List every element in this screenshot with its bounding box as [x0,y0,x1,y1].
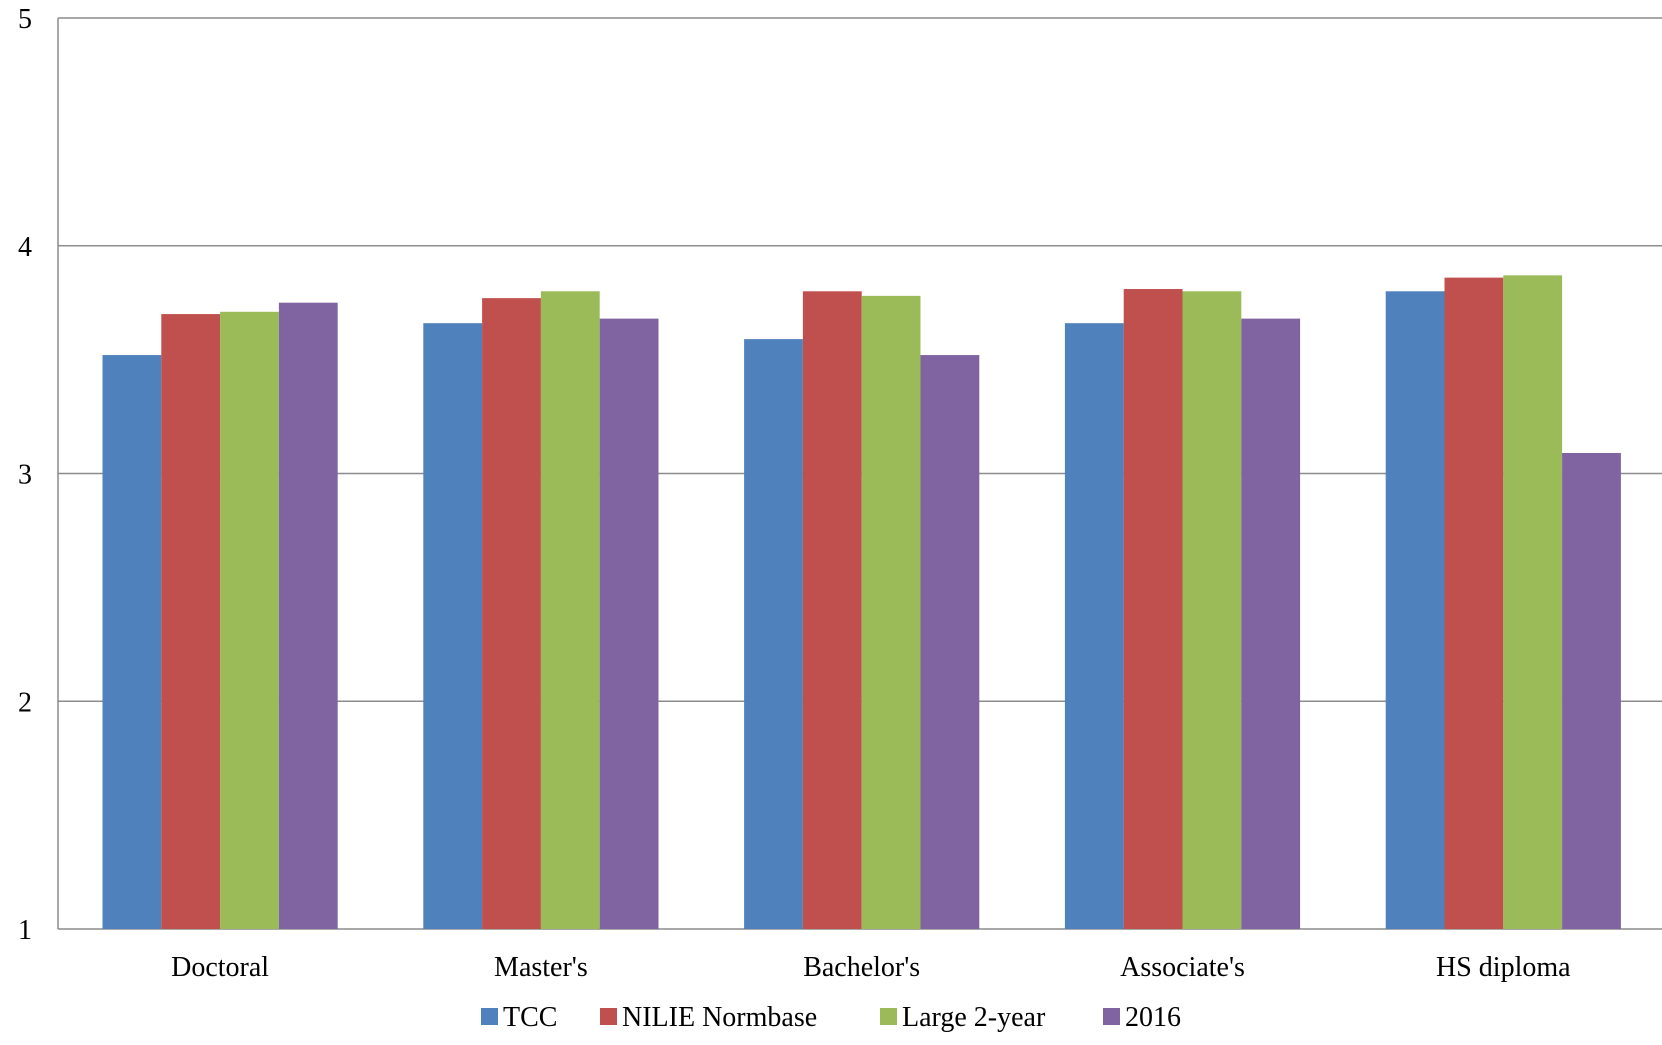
bar-nilie-normbase-associate-s [1123,289,1183,930]
bar-nilie-normbase-hs-diploma [1444,277,1504,929]
y-tick-label: 5 [18,4,32,35]
bar-tcc-master-s [423,323,483,929]
bar-large-2-year-doctoral [220,311,279,929]
legend-label: TCC [503,1002,557,1033]
bars [102,275,1621,930]
bar-tcc-doctoral [102,355,162,929]
bar-nilie-normbase-master-s [482,298,541,929]
bar-2016-bachelor-s [920,355,980,929]
y-tick-label: 2 [18,687,32,718]
x-tick-label: Doctoral [171,952,269,983]
x-tick-label: Associate's [1120,952,1245,983]
y-tick-label: 1 [18,915,32,946]
bar-large-2-year-hs-diploma [1503,275,1563,929]
bar-large-2-year-bachelor-s [861,295,921,930]
bar-large-2-year-master-s [540,291,600,929]
legend: TCC NILIE Normbase Large 2-year 2016 [481,1002,1181,1033]
y-tick-label: 4 [18,232,32,263]
bar-tcc-bachelor-s [744,339,803,929]
legend-swatch [481,1008,498,1025]
x-tick-label: Master's [494,952,588,983]
bar-2016-doctoral [278,302,338,929]
legend-label: 2016 [1125,1002,1181,1033]
x-tick-labels: Doctoral Master's Bachelor's Associate's HS … [171,952,1571,983]
legend-label: NILIE Normbase [622,1002,817,1033]
x-tick-label: HS diploma [1436,952,1571,983]
bar-2016-master-s [599,318,659,929]
x-tick-label: Bachelor's [803,952,920,983]
bar-2016-hs-diploma [1562,453,1621,929]
legend-label: Large 2-year [902,1002,1046,1033]
bar-2016-associate-s [1241,318,1301,929]
y-tick-label: 3 [18,460,32,491]
legend-swatch [880,1008,897,1025]
legend-swatch [600,1008,617,1025]
y-tick-labels: 1 2 3 4 5 [18,4,32,946]
bar-nilie-normbase-doctoral [161,314,221,929]
bar-large-2-year-associate-s [1182,291,1242,929]
bar-tcc-associate-s [1064,323,1124,929]
bar-tcc-hs-diploma [1385,291,1445,929]
legend-swatch [1103,1008,1120,1025]
bar-nilie-normbase-bachelor-s [802,291,862,929]
